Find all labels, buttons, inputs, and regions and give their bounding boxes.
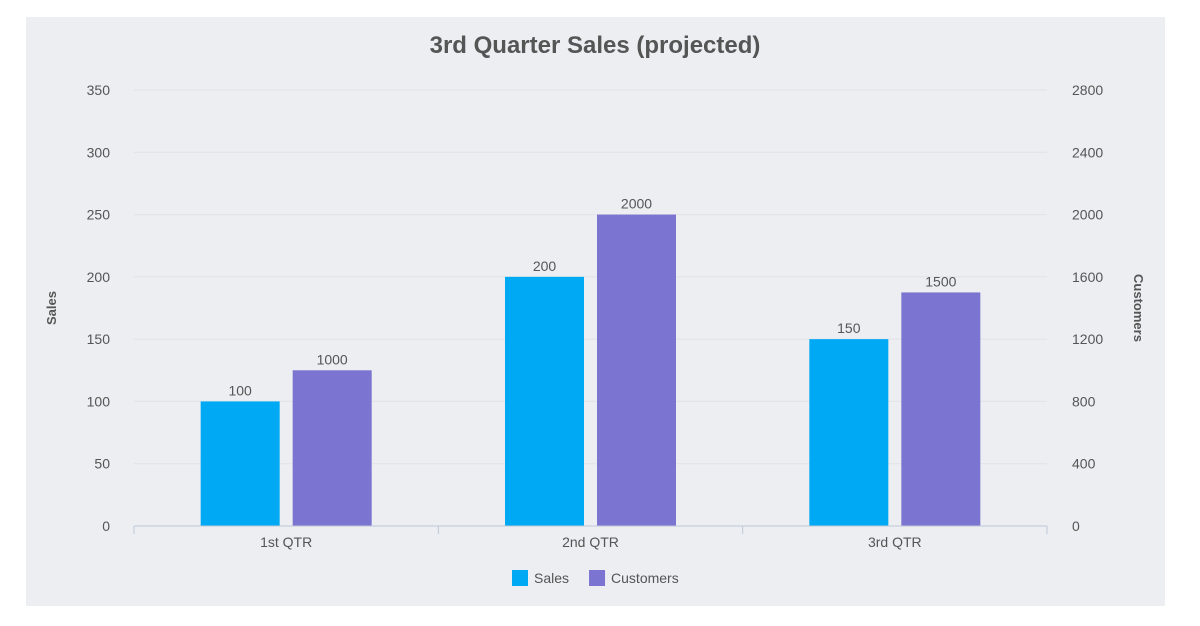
right-tick-label: 2000 — [1072, 207, 1103, 223]
right-tick-label: 0 — [1072, 518, 1080, 534]
x-tick-label: 3rd QTR — [868, 534, 922, 550]
right-tick-label: 400 — [1072, 456, 1096, 472]
x-axis: 1st QTR 2nd QTR 3rd QTR — [133, 525, 1048, 550]
right-tick-label: 1200 — [1072, 331, 1103, 347]
grid-lines — [134, 89, 1047, 465]
right-tick-label: 1600 — [1072, 269, 1103, 285]
bar-customers-3 — [901, 292, 981, 526]
data-label-sales: 200 — [533, 258, 557, 274]
left-tick-label: 300 — [87, 144, 111, 160]
right-y-axis: 0 400 800 1200 1600 2000 2400 2800 — [1072, 82, 1103, 534]
left-axis-title: Sales — [44, 291, 59, 325]
bar-customers-2 — [597, 214, 676, 527]
left-y-axis: 0 50 100 150 200 250 300 350 — [87, 82, 111, 534]
legend-label-sales: Sales — [534, 570, 569, 586]
bar-sales-2 — [505, 276, 584, 526]
legend-swatch-sales — [512, 570, 528, 586]
chart-title: 3rd Quarter Sales (projected) — [430, 32, 761, 59]
right-axis-title: Customers — [1131, 274, 1146, 342]
data-label-sales: 100 — [228, 382, 252, 398]
left-tick-label: 0 — [102, 518, 110, 534]
right-tick-label: 2800 — [1072, 82, 1103, 98]
data-label-customers: 1000 — [317, 351, 348, 367]
data-label-customers: 2000 — [621, 196, 652, 212]
bar-sales-3 — [809, 339, 889, 526]
data-label-customers: 1500 — [925, 273, 956, 289]
left-tick-label: 250 — [87, 207, 111, 223]
right-tick-label: 2400 — [1072, 144, 1103, 160]
left-tick-label: 350 — [87, 82, 111, 98]
left-tick-label: 150 — [87, 331, 111, 347]
left-tick-label: 50 — [94, 456, 110, 472]
left-tick-label: 100 — [87, 393, 111, 409]
x-tick-label: 1st QTR — [260, 534, 312, 550]
bar-customers-1 — [292, 370, 372, 526]
bars — [200, 214, 981, 527]
legend: Sales Customers — [512, 570, 679, 586]
data-labels: 100 1000 200 2000 150 1500 — [228, 196, 956, 399]
x-tick-label: 2nd QTR — [562, 534, 619, 550]
left-tick-label: 200 — [87, 269, 111, 285]
right-tick-label: 800 — [1072, 393, 1096, 409]
bar-sales-1 — [200, 401, 280, 526]
legend-label-customers: Customers — [611, 570, 679, 586]
legend-swatch-customers — [589, 570, 606, 586]
data-label-sales: 150 — [837, 320, 861, 336]
